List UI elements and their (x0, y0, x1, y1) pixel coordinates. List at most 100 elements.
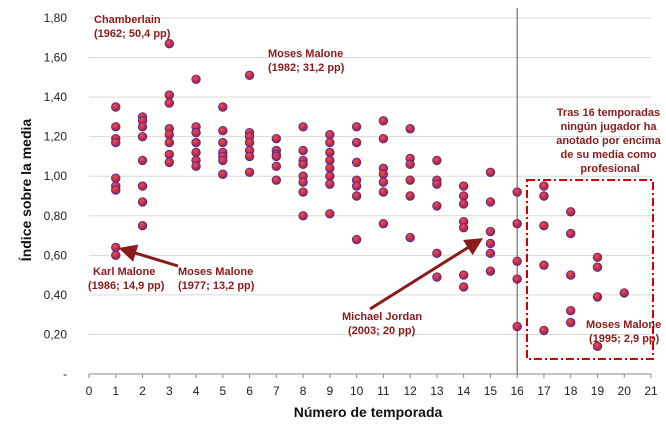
data-point (432, 272, 442, 282)
x-tick-label: 5 (219, 384, 226, 398)
data-point (271, 175, 282, 185)
data-point (351, 234, 362, 245)
data-point (111, 185, 121, 195)
data-point (512, 321, 522, 332)
data-point (164, 98, 174, 108)
data-point (325, 155, 335, 166)
data-point (378, 177, 389, 187)
x-tick-label: 18 (564, 384, 578, 398)
data-point (512, 274, 522, 284)
data-point (137, 181, 148, 191)
data-point (405, 191, 415, 201)
data-point (592, 252, 603, 263)
data-point (351, 157, 362, 168)
data-point (378, 116, 389, 126)
data-point (298, 159, 308, 170)
data-point (592, 341, 603, 352)
x-tick-label: 13 (430, 384, 444, 398)
data-point (458, 270, 469, 280)
y-tick-label: 1,60 (44, 51, 68, 65)
data-point (405, 232, 415, 243)
data-point (458, 282, 469, 292)
data-point (512, 256, 522, 266)
x-tick-label: 16 (511, 384, 525, 398)
x-tick-label: 21 (644, 384, 658, 398)
x-tick-label: 7 (273, 384, 280, 398)
x-tick-label: 8 (300, 384, 307, 398)
data-point (378, 169, 389, 179)
data-point (351, 181, 362, 191)
data-point (218, 169, 228, 179)
data-point (244, 151, 255, 162)
x-tick-label: 19 (591, 384, 605, 398)
data-point (191, 74, 201, 85)
data-point (298, 122, 308, 132)
x-axis-title: Número de temporada (294, 404, 443, 420)
data-point (325, 163, 335, 174)
data-point (351, 137, 362, 148)
data-point (271, 133, 282, 144)
x-tick-label: 2 (139, 384, 146, 398)
data-point (378, 187, 389, 197)
data-point (458, 222, 469, 233)
y-tick-label: 1,20 (44, 130, 68, 144)
data-point (244, 70, 255, 81)
data-point (432, 155, 442, 166)
y-tick-label: 0,40 (44, 288, 68, 302)
data-point (539, 325, 549, 336)
data-point (592, 262, 603, 272)
tick-labels: -0,200,400,600,801,001,201,401,601,800 1 2… (44, 11, 658, 398)
x-tick-label: 10 (350, 384, 364, 398)
data-point (325, 147, 335, 158)
data-point (405, 159, 415, 170)
x-tick-label: 6 (246, 384, 253, 398)
data-point (539, 220, 549, 231)
annotation-moses-malone-1995: Moses Malone (1995; 2,9 pp) (586, 319, 664, 345)
data-point (539, 191, 549, 201)
data-point (164, 129, 174, 140)
data-point (325, 171, 335, 181)
x-tick-label: 15 (484, 384, 498, 398)
y-tick-label: 1,80 (44, 11, 68, 25)
data-point (298, 211, 308, 221)
data-point (378, 218, 389, 229)
data-point (325, 137, 335, 148)
data-point (137, 131, 148, 142)
x-tick-label: 0 (86, 384, 93, 398)
data-point (432, 201, 442, 211)
data-point (111, 102, 121, 112)
data-point (566, 270, 576, 280)
data-point (485, 238, 496, 249)
data-point (458, 181, 469, 191)
x-tick-label: 17 (537, 384, 551, 398)
data-point (512, 218, 522, 229)
data-point (111, 250, 121, 261)
y-tick-label: 1,00 (44, 169, 68, 183)
annotation-moses-malone-1977: Moses Malone (1977; 13,2 pp) (178, 266, 256, 292)
data-point (458, 191, 469, 201)
data-point (271, 151, 282, 162)
y-tick-label: - (63, 367, 67, 381)
data-point (164, 90, 174, 100)
data-point (137, 155, 148, 166)
arrow-karl-malone (118, 244, 179, 268)
x-tick-label: 1 (112, 384, 119, 398)
annotation-box-note: Tras 16 temporadas ningún jugador ha ano… (556, 107, 664, 175)
data-point (405, 175, 415, 185)
data-point (137, 122, 148, 132)
data-point (298, 187, 308, 197)
data-point (164, 137, 174, 148)
y-tick-label: 1,40 (44, 90, 68, 104)
data-point (351, 122, 362, 132)
data-point (566, 317, 576, 328)
data-point (218, 102, 228, 112)
data-point (218, 155, 228, 166)
data-point (325, 179, 335, 189)
data-point (378, 133, 389, 144)
data-point (405, 124, 415, 134)
annotation-chamberlain: Chamberlain (1962; 50,4 pp) (94, 14, 171, 40)
data-point (164, 149, 174, 160)
data-point (298, 145, 308, 156)
annotation-michael-jordan: Michael Jordan (2003; 20 pp) (342, 311, 425, 337)
data-point (244, 167, 255, 177)
